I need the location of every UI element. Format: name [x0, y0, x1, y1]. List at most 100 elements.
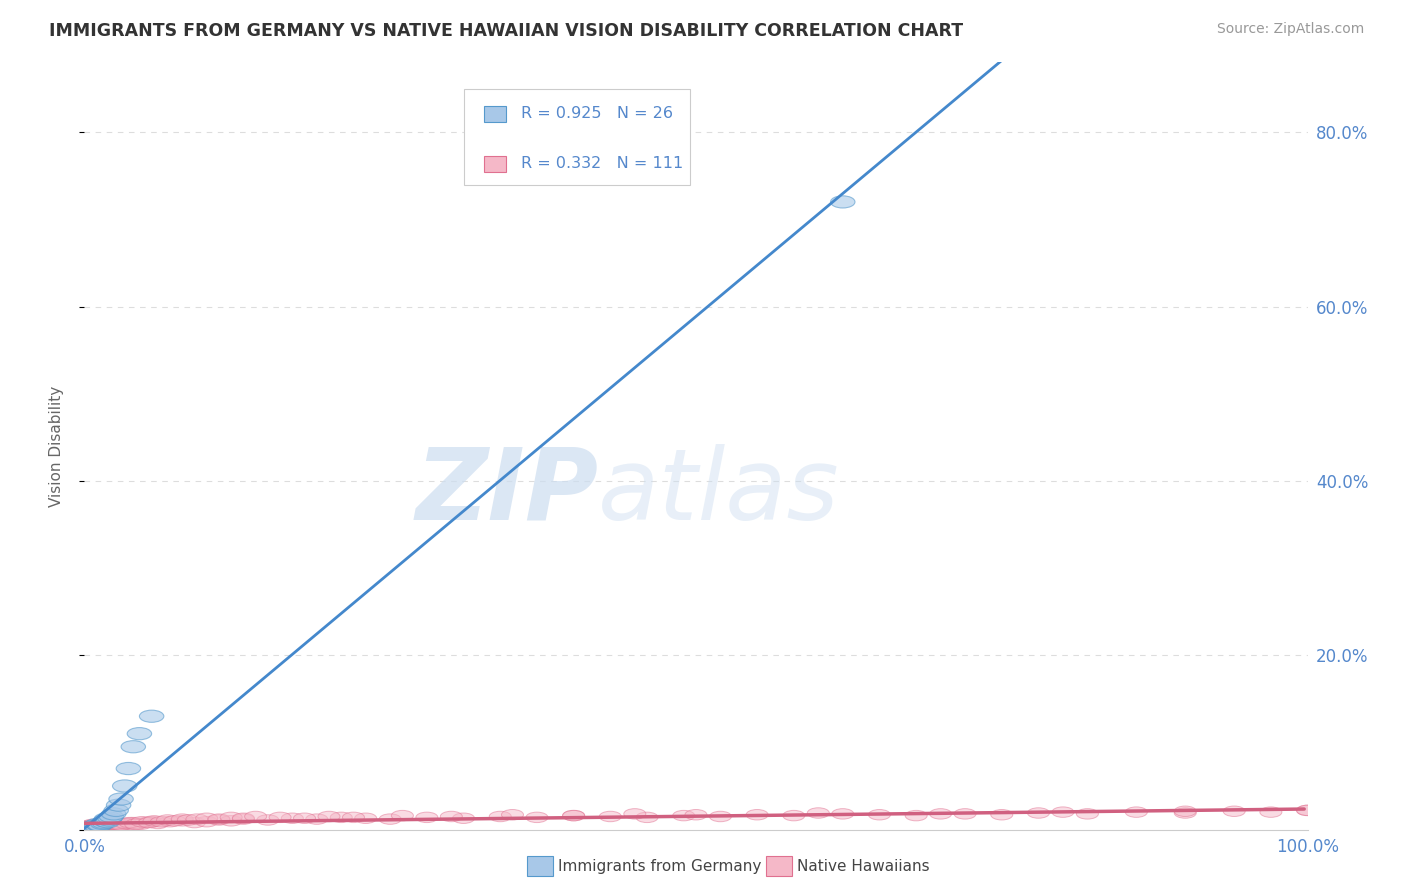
Ellipse shape: [129, 819, 152, 830]
Ellipse shape: [208, 814, 231, 825]
Ellipse shape: [159, 816, 181, 827]
Text: atlas: atlas: [598, 443, 839, 541]
Ellipse shape: [105, 818, 127, 829]
Ellipse shape: [135, 817, 156, 828]
Ellipse shape: [89, 820, 110, 830]
Ellipse shape: [141, 816, 163, 827]
Text: Immigrants from Germany: Immigrants from Germany: [558, 859, 762, 873]
Ellipse shape: [108, 793, 134, 805]
Ellipse shape: [685, 810, 707, 820]
Ellipse shape: [117, 763, 141, 774]
Ellipse shape: [832, 809, 853, 819]
Ellipse shape: [177, 814, 200, 825]
Ellipse shape: [77, 822, 98, 832]
Ellipse shape: [183, 817, 205, 828]
Ellipse shape: [84, 820, 108, 832]
Ellipse shape: [87, 819, 108, 830]
Ellipse shape: [122, 817, 145, 828]
Ellipse shape: [294, 813, 315, 823]
Ellipse shape: [87, 819, 111, 831]
Ellipse shape: [269, 812, 291, 822]
Ellipse shape: [831, 196, 855, 208]
Ellipse shape: [89, 819, 111, 830]
Text: IMMIGRANTS FROM GERMANY VS NATIVE HAWAIIAN VISION DISABILITY CORRELATION CHART: IMMIGRANTS FROM GERMANY VS NATIVE HAWAII…: [49, 22, 963, 40]
Ellipse shape: [156, 814, 179, 825]
Ellipse shape: [208, 814, 231, 824]
FancyBboxPatch shape: [484, 155, 506, 172]
Ellipse shape: [305, 814, 328, 824]
Ellipse shape: [82, 820, 107, 832]
Ellipse shape: [103, 819, 125, 830]
Ellipse shape: [710, 811, 731, 822]
Ellipse shape: [80, 821, 103, 831]
Ellipse shape: [232, 814, 254, 824]
Ellipse shape: [127, 728, 152, 739]
Ellipse shape: [232, 813, 254, 823]
Ellipse shape: [98, 818, 120, 829]
Ellipse shape: [83, 821, 108, 833]
Text: ZIP: ZIP: [415, 443, 598, 541]
Ellipse shape: [98, 812, 122, 824]
Ellipse shape: [257, 814, 278, 825]
Ellipse shape: [112, 819, 135, 830]
Ellipse shape: [138, 817, 160, 828]
Ellipse shape: [1296, 805, 1319, 815]
Ellipse shape: [93, 820, 115, 830]
Ellipse shape: [76, 822, 98, 832]
Ellipse shape: [104, 819, 127, 830]
Ellipse shape: [91, 819, 114, 830]
Ellipse shape: [221, 815, 242, 826]
Ellipse shape: [101, 818, 124, 829]
Text: R = 0.332   N = 111: R = 0.332 N = 111: [522, 156, 683, 171]
Ellipse shape: [118, 817, 141, 828]
FancyBboxPatch shape: [464, 89, 690, 186]
Ellipse shape: [330, 812, 353, 822]
Y-axis label: Vision Disability: Vision Disability: [49, 385, 63, 507]
Ellipse shape: [107, 820, 128, 830]
Ellipse shape: [526, 812, 548, 822]
Ellipse shape: [221, 812, 242, 822]
Ellipse shape: [172, 814, 193, 824]
Ellipse shape: [82, 819, 104, 830]
Ellipse shape: [195, 813, 218, 823]
Ellipse shape: [1174, 808, 1197, 818]
Ellipse shape: [110, 820, 132, 830]
Ellipse shape: [245, 811, 267, 822]
Ellipse shape: [80, 821, 105, 833]
Ellipse shape: [343, 812, 364, 822]
Ellipse shape: [96, 819, 117, 830]
Ellipse shape: [108, 818, 131, 829]
Ellipse shape: [100, 820, 122, 830]
Ellipse shape: [195, 816, 218, 827]
Ellipse shape: [869, 810, 890, 820]
Ellipse shape: [83, 820, 105, 830]
Ellipse shape: [502, 810, 523, 820]
Ellipse shape: [125, 819, 146, 830]
Ellipse shape: [747, 810, 768, 820]
Ellipse shape: [562, 811, 585, 821]
Ellipse shape: [905, 811, 927, 821]
Ellipse shape: [89, 819, 112, 831]
Ellipse shape: [131, 816, 153, 827]
Ellipse shape: [80, 820, 101, 830]
Text: Native Hawaiians: Native Hawaiians: [797, 859, 929, 873]
Ellipse shape: [107, 799, 131, 811]
FancyBboxPatch shape: [484, 106, 506, 122]
Ellipse shape: [83, 821, 105, 831]
Ellipse shape: [1296, 805, 1319, 815]
Ellipse shape: [120, 819, 142, 830]
Ellipse shape: [77, 821, 98, 831]
Ellipse shape: [1260, 807, 1282, 817]
Ellipse shape: [354, 813, 377, 823]
Ellipse shape: [79, 822, 103, 834]
Ellipse shape: [143, 815, 165, 826]
Ellipse shape: [90, 818, 112, 829]
Ellipse shape: [318, 811, 340, 822]
Ellipse shape: [117, 818, 138, 829]
Ellipse shape: [87, 821, 108, 831]
Ellipse shape: [98, 811, 124, 822]
Ellipse shape: [97, 820, 118, 830]
Ellipse shape: [929, 809, 952, 819]
Text: R = 0.925   N = 26: R = 0.925 N = 26: [522, 106, 673, 121]
Ellipse shape: [96, 815, 120, 828]
